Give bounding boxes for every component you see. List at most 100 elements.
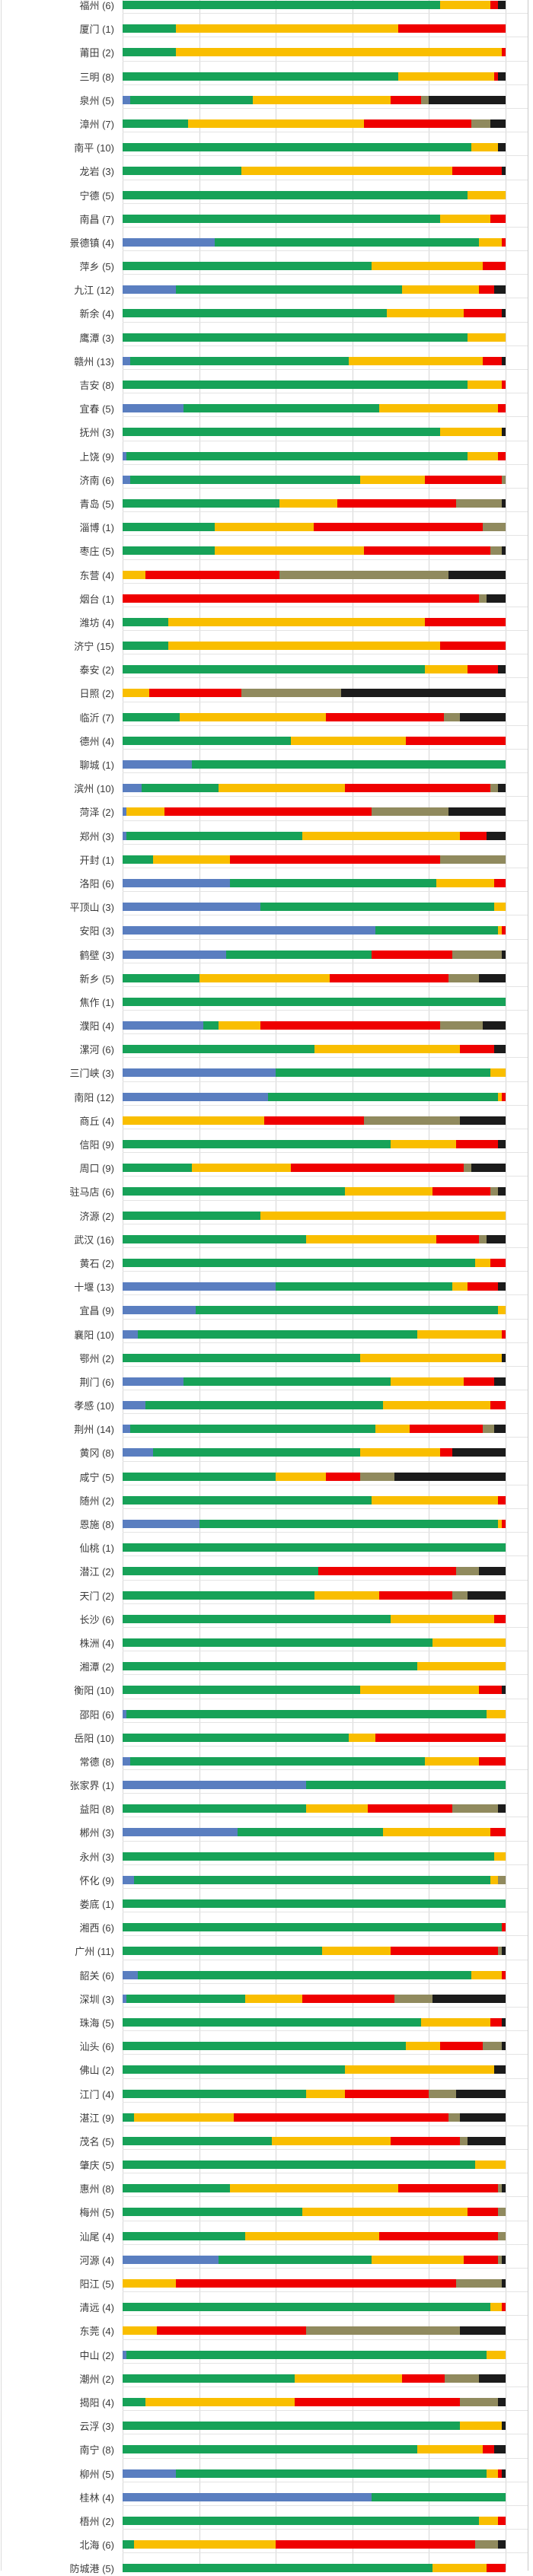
bar-segment-black [501,2184,506,2193]
bar-segment-olive [482,2042,502,2051]
stacked-bar [123,617,506,626]
bar-segment-yellow [436,878,494,887]
chart-row: 邵阳 (6) [0,1698,533,1722]
bar-segment-green [123,1662,418,1671]
row-label: 揭阳 (4) [79,2396,114,2409]
row-separator [123,2268,528,2291]
bar-segment-green [123,24,177,33]
bar-segment-green [123,1899,506,1908]
bar-segment-red [436,1234,479,1243]
row-separator [123,2552,528,2576]
bar-segment-yellow [402,285,479,295]
bar-segment-yellow [452,1282,468,1291]
bar-segment-red [264,1116,364,1125]
bar-segment-black [394,1472,506,1481]
bar-segment-yellow [272,2136,391,2145]
row-label: 洛阳 (6) [79,877,114,890]
bar-segment-blue [123,1425,131,1434]
row-label: 长沙 (6) [79,1613,114,1626]
chart-row: 泰安 (2) [0,654,533,677]
row-separator [123,2386,528,2410]
stacked-bar [123,475,506,484]
stacked-bar [123,1092,506,1101]
bar-segment-green [268,1092,498,1101]
bar-segment-olive [440,855,506,864]
chart-row: 济南 (6) [0,463,533,488]
bar-segment-green [123,2445,418,2454]
bar-segment-red [363,119,471,128]
row-label: 东莞 (4) [79,2326,114,2338]
bar-segment-black [493,1045,506,1054]
bar-segment-yellow [432,1638,506,1647]
row-label: 湛江 (9) [79,2112,114,2124]
bar-segment-red [291,1164,464,1173]
bar-segment-black [497,1282,506,1291]
row-separator [123,1888,528,1912]
stacked-bar [123,2065,506,2074]
row-separator [123,132,528,155]
bar-segment-red [478,1756,506,1766]
bar-segment-yellow [244,1994,303,2003]
chart-row: 汕头 (6) [0,2030,533,2054]
bar-segment-yellow [440,214,490,223]
bar-segment-green [123,2516,479,2525]
bar-segment-blue [123,237,215,247]
stacked-bar [123,1448,506,1457]
bar-segment-red [123,594,479,603]
bar-segment-red [391,95,422,104]
row-label: 咸宁 (5) [79,1471,114,1483]
row-label: 吉安 (8) [79,380,114,391]
bar-segment-black [482,1021,506,1030]
bar-segment-green [123,1,441,9]
bar-segment-green [218,2255,372,2264]
bar-segment-green [225,950,372,959]
chart-row: 武汉 (16) [0,1223,533,1247]
bar-segment-yellow [176,48,502,57]
bar-segment-red [344,2089,429,2098]
row-separator [123,226,528,250]
stacked-bar [123,1828,506,1837]
bar-segment-red [295,2397,460,2406]
bar-segment-red [145,570,280,579]
bar-segment-green [123,2303,490,2312]
bar-segment-green [123,1045,314,1054]
row-label: 汕头 (6) [79,2041,114,2053]
bar-segment-yellow [497,1520,502,1528]
row-separator [123,60,528,84]
stacked-bar [123,807,506,817]
bar-segment-green [203,1021,219,1030]
bar-segment-yellow [486,1709,506,1718]
row-separator [123,1057,528,1081]
bar-segment-olive [440,1021,483,1030]
chart-row: 汕尾 (4) [0,2220,533,2244]
bar-segment-black [467,2136,506,2145]
row-label: 茂名 (5) [79,2135,114,2148]
bar-segment-yellow [493,1852,506,1861]
bar-segment-green [123,2564,433,2573]
bar-segment-black [340,689,506,698]
bar-segment-green [123,72,399,81]
bar-segment-black [501,546,506,556]
bar-segment-yellow [497,1306,506,1315]
stacked-bar [123,926,506,935]
bar-segment-yellow [123,2279,177,2288]
row-separator [123,2220,528,2244]
bar-segment-blue [123,784,142,793]
chart-row: 深圳 (3) [0,1982,533,2007]
bar-segment-yellow [391,1614,494,1623]
stacked-bar [123,2113,506,2122]
stacked-bar [123,143,506,152]
stacked-bar [123,2255,506,2264]
row-label: 随州 (2) [79,1495,114,1507]
bar-segment-black [452,1448,506,1457]
row-separator [123,582,528,607]
bar-segment-black [448,570,506,579]
bar-segment-black [501,2422,506,2431]
stacked-bar [123,237,506,247]
bar-segment-red [276,2540,475,2549]
row-label: 佛山 (2) [79,2065,114,2077]
row-separator [123,107,528,132]
stacked-bar [123,1947,506,1956]
bar-segment-yellow [440,428,502,437]
bar-segment-red [325,712,445,721]
